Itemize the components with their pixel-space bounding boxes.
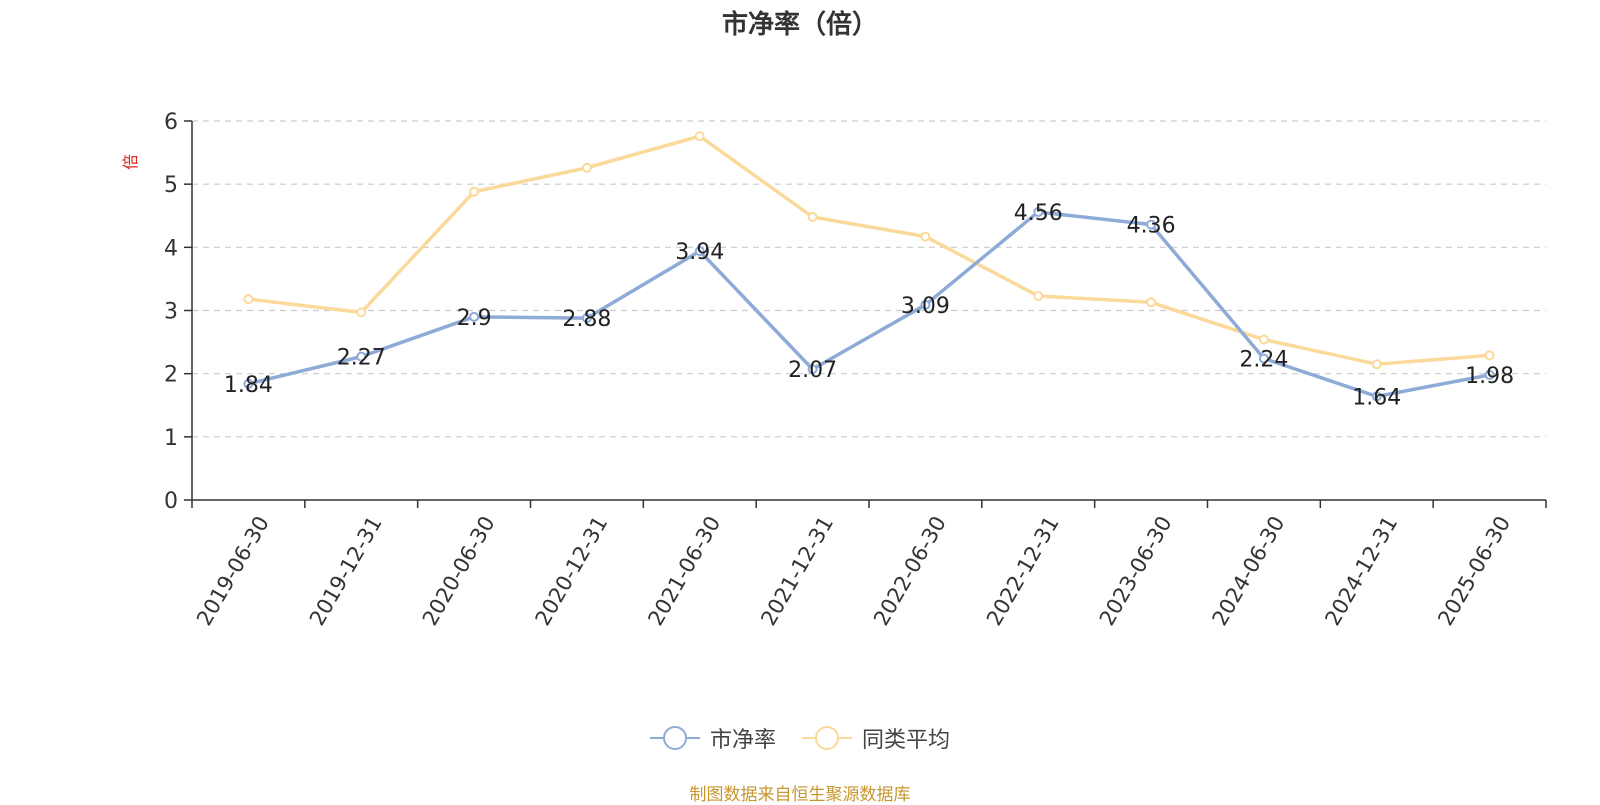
data-point [920,299,931,310]
data-point [581,162,592,173]
data-point [243,294,254,305]
x-tick-label: 2020-12-31 [531,512,613,630]
data-label: 3.94 [675,240,724,265]
y-axis-label: 倍 [121,154,140,170]
data-point [807,364,818,375]
y-tick-label: 5 [164,173,178,198]
y-tick-label: 1 [164,426,178,451]
data-point [469,311,480,322]
legend-item-pb[interactable]: 市净率 [649,722,776,754]
data-labels: 1.84 2.27 2.9 2.88 3.94 2.07 3.09 4.56 4.36 2.24 1… [224,201,1514,410]
data-label: 1.64 [1352,385,1401,410]
data-point [1033,290,1044,301]
legend-label: 市净率 [709,728,776,753]
x-tick-label: 2023-06-30 [1095,512,1177,630]
y-tick-label: 3 [164,300,178,325]
data-point [1258,334,1269,345]
grid-lines [192,120,1546,438]
x-tick-label: 2020-06-30 [418,512,500,630]
data-point [1033,206,1044,217]
series-line [248,134,1490,366]
data-point [243,378,254,389]
x-tick-label: 2022-12-31 [982,512,1064,630]
data-point [1146,219,1157,230]
legend-item-peer-average[interactable]: 同类平均 [802,722,950,754]
data-point [1371,359,1382,370]
x-tick-label: 2021-12-31 [756,512,838,630]
data-label: 2.07 [788,358,837,383]
data-point [1484,350,1495,361]
y-tick-label: 2 [164,363,178,388]
data-label: 3.09 [901,294,950,319]
data-point [1146,297,1157,308]
data-point [469,186,480,197]
x-tick-label: 2024-06-30 [1208,512,1290,630]
data-source-note: 制图数据来自恒生聚源数据库 [689,785,911,805]
data-label: 2.88 [562,307,611,332]
data-point [1484,369,1495,380]
y-tick-label: 0 [164,489,178,514]
data-point [807,212,818,223]
chart-title: 市净率（倍） [721,10,878,40]
data-point [920,231,931,242]
data-label: 2.9 [457,306,492,331]
data-label: 2.24 [1239,348,1288,373]
data-point [356,307,367,318]
x-tick-label: 2021-06-30 [643,512,725,630]
data-point [1371,391,1382,402]
x-tick-label: 2022-06-30 [869,512,951,630]
x-tick-label: 2024-12-31 [1320,512,1402,630]
data-point [1258,353,1269,364]
data-point [356,351,367,362]
x-tick-label: 2025-06-30 [1433,512,1515,630]
legend-label: 同类平均 [862,728,951,753]
legend-swatch-icon [802,725,852,751]
x-tick-label: 2019-06-30 [192,512,274,630]
series-line [248,210,1490,399]
y-tick-label: 4 [164,236,178,261]
y-tick-label: 6 [164,110,178,135]
data-label: 4.56 [1014,201,1063,226]
legend-swatch-icon [649,725,700,751]
legend: 市净率 同类平均 [0,722,1600,754]
data-label: 1.98 [1465,364,1514,389]
data-point [581,313,592,324]
data-point [694,246,705,257]
data-point [694,131,705,142]
data-label: 4.36 [1127,214,1176,239]
series-lines [243,131,1495,402]
data-label: 1.84 [224,373,273,398]
x-tick-label: 2019-12-31 [305,512,387,630]
data-label: 2.27 [337,346,386,371]
